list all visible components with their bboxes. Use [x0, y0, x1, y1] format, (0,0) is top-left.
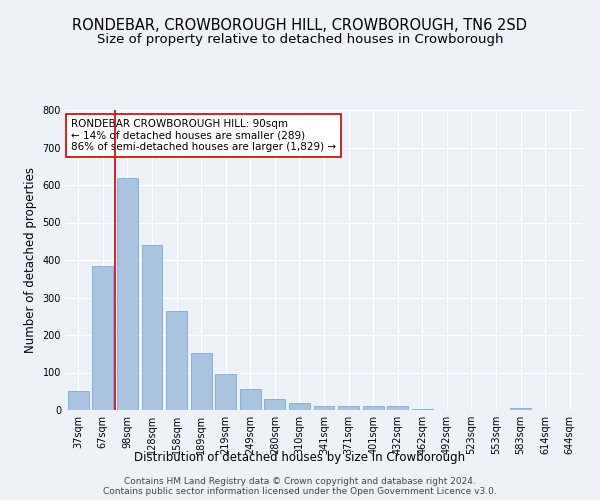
Text: Distribution of detached houses by size in Crowborough: Distribution of detached houses by size …: [134, 451, 466, 464]
Bar: [215, 374, 236, 410]
Bar: [362, 406, 383, 410]
Bar: [265, 399, 286, 410]
Bar: [191, 352, 212, 410]
Bar: [412, 409, 433, 410]
Bar: [338, 406, 359, 410]
Text: RONDEBAR CROWBOROUGH HILL: 90sqm
← 14% of detached houses are smaller (289)
86% : RONDEBAR CROWBOROUGH HILL: 90sqm ← 14% o…: [71, 119, 336, 152]
Bar: [117, 178, 138, 410]
Bar: [314, 406, 334, 410]
Text: Contains public sector information licensed under the Open Government Licence v3: Contains public sector information licen…: [103, 486, 497, 496]
Text: RONDEBAR, CROWBOROUGH HILL, CROWBOROUGH, TN6 2SD: RONDEBAR, CROWBOROUGH HILL, CROWBOROUGH,…: [73, 18, 527, 32]
Y-axis label: Number of detached properties: Number of detached properties: [24, 167, 37, 353]
Text: Size of property relative to detached houses in Crowborough: Size of property relative to detached ho…: [97, 32, 503, 46]
Bar: [92, 266, 113, 410]
Bar: [166, 310, 187, 410]
Bar: [510, 408, 531, 410]
Bar: [387, 406, 408, 410]
Text: Contains HM Land Registry data © Crown copyright and database right 2024.: Contains HM Land Registry data © Crown c…: [124, 476, 476, 486]
Bar: [142, 245, 163, 410]
Bar: [68, 391, 89, 410]
Bar: [240, 388, 261, 410]
Bar: [289, 403, 310, 410]
